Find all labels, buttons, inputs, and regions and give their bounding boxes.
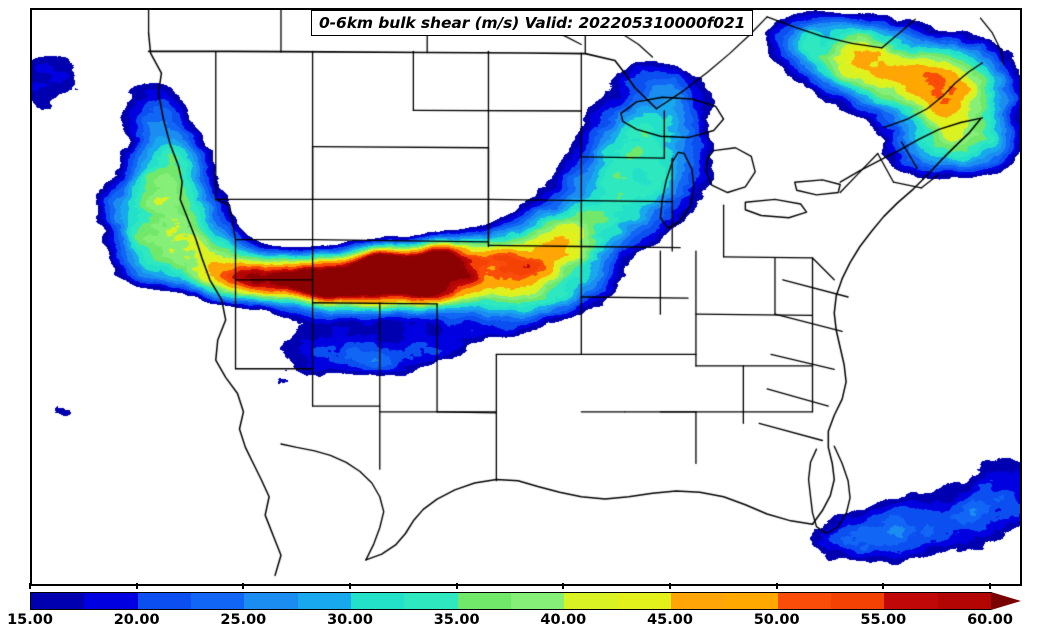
chart-title-box: 0-6km bulk shear (m/s) Valid: 2022053100… [311,10,754,36]
colorbar-band [350,593,405,609]
colorbar-tick-label: 20.00 [113,612,160,628]
colorbar-band [937,593,991,609]
colorbar-tick-label: 55.00 [860,612,907,628]
colorbar-tick [882,583,885,589]
colorbar-band [137,593,191,609]
colorbar-band [297,593,351,609]
colorbar-tick [242,583,245,589]
colorbar-tick [349,583,351,589]
colorbar-tick-label: 30.00 [327,612,373,628]
page-title: 0-6km bulk shear (m/s) Valid: 2022053100… [319,14,746,32]
colorbar-tick [775,583,778,589]
colorbar-band [84,593,138,609]
colorbar-band [724,593,778,609]
colorbar-tick-label: 50.00 [753,612,800,628]
colorbar-band [564,593,618,609]
colorbar-gradient [30,592,992,610]
colorbar-extend-arrow [991,592,1021,610]
colorbar-band [617,593,671,609]
colorbar-tick [29,583,31,589]
colorbar-tick-label: 45.00 [647,612,693,628]
colorbar-band [510,593,565,609]
colorbar-band [670,593,725,609]
map-panel [30,8,1022,586]
colorbar-tick [455,583,458,589]
colorbar-band [190,593,245,609]
colorbar-band [830,593,885,609]
colorbar-tick-label: 60.00 [967,612,1013,628]
colorbar-tick-label: 35.00 [433,612,480,628]
colorbar-tick [562,583,565,589]
colorbar-band [777,593,831,609]
colorbar-band [244,593,298,609]
colorbar-band [884,593,938,609]
colorbar-band [457,593,511,609]
colorbar-band [404,593,458,609]
colorbar: 15.00 20.00 25.00 30.00 35.00 40.00 45.00 50.00… [0,583,1037,640]
colorbar-tick-label: 25.00 [220,612,267,628]
colorbar-tick-label: 15.00 [7,612,53,628]
shear-field-raster [32,10,1020,584]
colorbar-tick [989,583,991,589]
colorbar-tick-label: 40.00 [540,612,587,628]
colorbar-tick [135,583,138,589]
colorbar-band [31,593,85,609]
colorbar-tick [669,583,671,589]
